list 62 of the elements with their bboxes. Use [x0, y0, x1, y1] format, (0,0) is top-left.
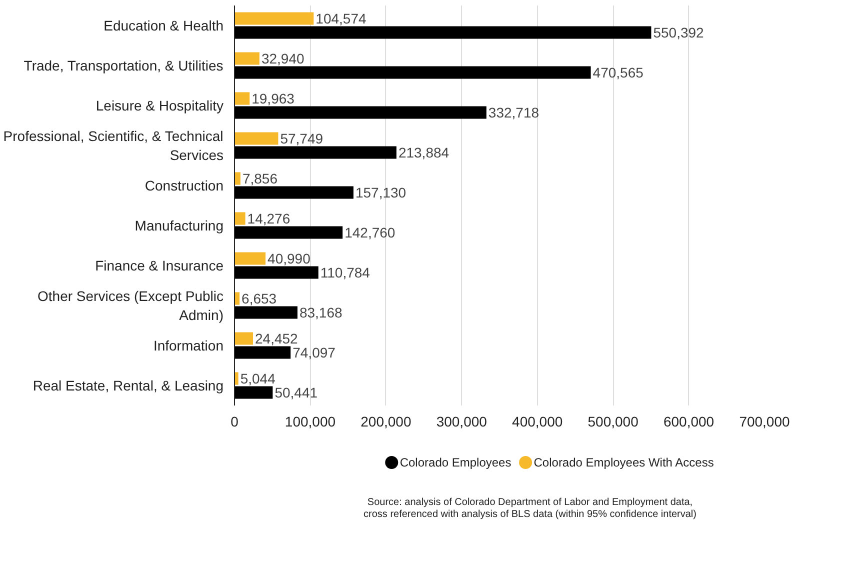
y-tick-label: Education & Health	[104, 18, 224, 34]
x-tick-label: 400,000	[512, 414, 563, 430]
bar	[234, 226, 343, 239]
y-tick-label: Manufacturing	[134, 218, 224, 234]
data-label: 7,856	[242, 170, 278, 186]
x-tick-label: 200,000	[360, 414, 412, 430]
data-label: 470,565	[592, 64, 644, 80]
x-tick-label: 0	[230, 414, 239, 430]
data-label: 24,452	[255, 330, 298, 346]
data-label: 5,044	[240, 370, 276, 386]
bar	[234, 106, 486, 119]
bar	[234, 146, 396, 159]
data-label: 50,441	[274, 384, 318, 400]
data-label: 213,884	[398, 144, 450, 160]
bar	[234, 252, 266, 265]
data-label: 32,940	[261, 50, 304, 66]
x-tick-label: 600,000	[663, 414, 714, 430]
bar	[234, 212, 246, 225]
source-note: Source: analysis of Colorado Department of Labor and Employment data,	[367, 497, 693, 508]
data-label: 550,392	[653, 24, 704, 40]
data-label: 19,963	[252, 90, 295, 106]
y-tick-label: Information	[153, 338, 224, 354]
bar	[234, 92, 250, 105]
data-label: 142,760	[344, 224, 396, 240]
bar	[234, 52, 260, 65]
bar	[234, 386, 273, 399]
bar	[234, 26, 652, 39]
data-label: 110,784	[320, 264, 370, 280]
data-label: 157,130	[355, 184, 406, 200]
y-tick-label: Construction	[144, 178, 224, 194]
x-tick-label: 700,000	[739, 414, 790, 430]
bar	[234, 266, 318, 279]
data-label: 57,749	[280, 130, 324, 146]
data-label: 6,653	[242, 290, 277, 306]
data-label: 14,276	[247, 210, 290, 226]
bar	[234, 66, 591, 79]
bar	[234, 12, 314, 25]
bar	[234, 372, 238, 385]
legend-label: Colorado Employees With Access	[534, 456, 714, 470]
data-label: 40,990	[268, 250, 311, 266]
bar	[234, 332, 254, 345]
y-tick-label: Trade, Transportation, & Utilities	[24, 58, 224, 74]
data-label: 104,574	[316, 10, 366, 26]
y-tick-label: Professional, Scientific, & Technical Services	[3, 128, 224, 164]
bar	[234, 292, 240, 305]
x-tick-label: 300,000	[436, 414, 488, 430]
x-tick-label: 100,000	[284, 414, 336, 430]
legend-label: Colorado Employees	[400, 456, 512, 470]
x-tick-label: 500,000	[588, 414, 639, 430]
bar	[234, 186, 354, 199]
data-label: 74,097	[292, 344, 336, 360]
bar	[234, 306, 298, 319]
y-tick-label: Other Services (Except Public Admin)	[38, 288, 224, 324]
y-tick-label: Real Estate, Rental, & Leasing	[32, 378, 224, 394]
bar	[234, 172, 240, 185]
y-tick-label: Leisure & Hospitality	[96, 98, 224, 114]
data-label: 332,718	[488, 104, 540, 120]
bar	[234, 132, 278, 145]
bar	[234, 346, 291, 359]
data-label: 83,168	[299, 304, 343, 320]
text: cross referenced with analysis of BLS data (within 95% confidence interval)	[364, 509, 696, 520]
y-tick-label: Finance & Insurance	[95, 258, 224, 274]
